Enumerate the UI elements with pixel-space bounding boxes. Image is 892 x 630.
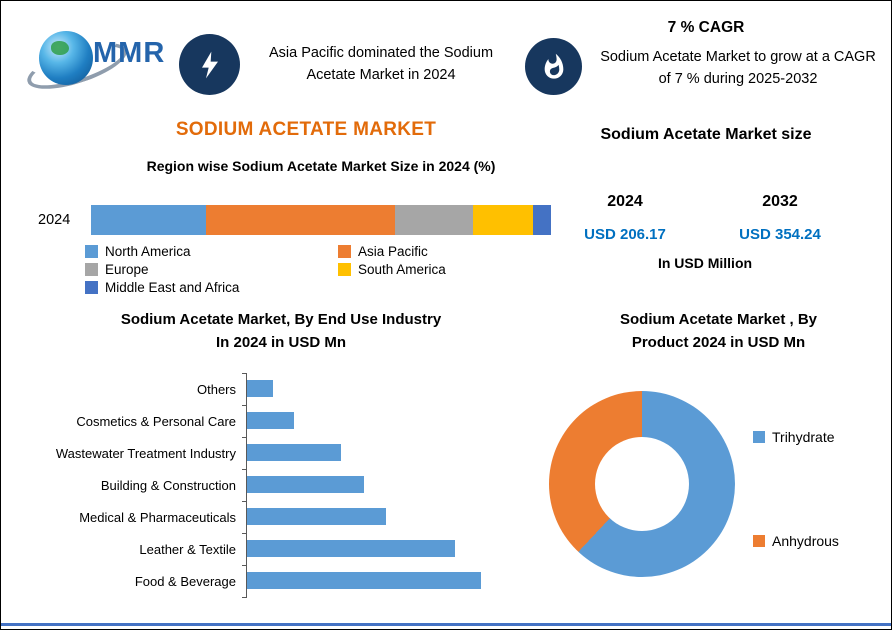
end-use-chart-title-line-1: Sodium Acetate Market, By End Use Indust…: [120, 311, 442, 328]
end-use-bar: [247, 380, 273, 397]
region-legend-item: South America: [338, 262, 555, 277]
region-segment-4: [472, 205, 533, 235]
legend-label: Anhydrous: [772, 533, 839, 549]
region-year-label: 2024: [38, 212, 71, 228]
product-legend: Trihydrate Anhydrous: [753, 429, 839, 549]
end-use-category-label: Leather & Textile: [139, 541, 236, 557]
end-use-row: Building & Construction: [11, 469, 519, 502]
mmr-logo: MMR: [22, 23, 189, 99]
product-legend-item: Trihydrate: [753, 429, 839, 445]
legend-swatch: [753, 431, 765, 443]
cagr-title: 7 % CAGR: [667, 19, 745, 36]
market-size-title: Sodium Acetate Market size: [600, 126, 812, 143]
headline-asia-pacific: Asia Pacific dominated the Sodium Acetat…: [268, 45, 494, 83]
end-use-bar-area: [242, 405, 519, 438]
end-use-category-label: Medical & Pharmaceuticals: [79, 509, 236, 525]
flame-badge: [525, 38, 582, 95]
end-use-bar-area: [242, 533, 519, 566]
market-size-year-2024: 2024: [607, 193, 643, 210]
region-stacked-bar: [91, 205, 551, 235]
end-use-bar-area: [242, 373, 519, 406]
legend-label: Europe: [105, 262, 149, 277]
region-legend-item: Middle East and Africa: [85, 280, 338, 295]
region-segment-1: [91, 205, 206, 235]
logo-text: MMR: [93, 37, 166, 69]
end-use-bar: [247, 572, 482, 589]
legend-swatch: [338, 245, 351, 258]
footer-accent-line: [1, 623, 891, 626]
legend-label: Asia Pacific: [358, 244, 428, 259]
region-segment-5: [532, 205, 551, 235]
end-use-bar-chart: Others Cosmetics & Personal Care Wastewate…: [11, 373, 519, 598]
end-use-category-label: Building & Construction: [100, 477, 236, 493]
legend-label: Trihydrate: [772, 429, 835, 445]
market-size-2024-column: 2024 USD 206.17: [550, 193, 700, 243]
region-segment-3: [394, 205, 473, 235]
legend-swatch: [85, 281, 98, 294]
legend-swatch: [85, 245, 98, 258]
region-chart-title: Region wise Sodium Acetate Market Size i…: [146, 158, 496, 174]
end-use-category-label: Food & Beverage: [134, 573, 236, 589]
end-use-bar-area: [242, 469, 519, 502]
end-use-bar: [247, 444, 341, 461]
region-segment-2: [206, 205, 395, 235]
market-size-value-2032: USD 354.24: [739, 226, 821, 243]
legend-label: Middle East and Africa: [105, 280, 240, 295]
end-use-bar: [247, 476, 364, 493]
end-use-bar: [247, 412, 294, 429]
region-legend-item: Asia Pacific: [338, 244, 555, 259]
legend-swatch: [85, 263, 98, 276]
flame-icon: [544, 53, 563, 79]
end-use-bar: [247, 508, 386, 525]
product-legend-item: Anhydrous: [753, 533, 839, 549]
end-use-chart-title: Sodium Acetate Market, By End Use Indust…: [51, 308, 511, 355]
product-donut-chart: [549, 391, 735, 577]
market-size-year-2032: 2032: [762, 193, 798, 210]
product-chart-title-line-2: Product 2024 in USD Mn: [631, 334, 806, 352]
headline-cagr-growth: Sodium Acetate Market to grow at a CAGR …: [600, 49, 876, 87]
market-size-unit: In USD Million: [657, 255, 753, 271]
legend-swatch: [753, 535, 765, 547]
end-use-row: Medical & Pharmaceuticals: [11, 501, 519, 534]
end-use-category-label: Cosmetics & Personal Care: [76, 413, 236, 429]
end-use-row: Wastewater Treatment Industry: [11, 437, 519, 470]
end-use-chart-title-line-2: In 2024 in USD Mn: [215, 334, 347, 352]
end-use-bar-area: [242, 437, 519, 470]
region-legend: North America Asia Pacific Europe South Ame…: [85, 244, 555, 295]
market-size-2032-column: 2032 USD 354.24: [705, 193, 855, 243]
end-use-category-label: Wastewater Treatment Industry: [55, 445, 236, 461]
legend-label: North America: [105, 244, 191, 259]
lightning-badge: [179, 34, 240, 95]
market-size-value-2024: USD 206.17: [584, 226, 666, 243]
product-chart-title-line-1: Sodium Acetate Market , By: [620, 311, 817, 328]
page-title: SODIUM ACETATE MARKET: [175, 119, 437, 140]
globe-icon: [39, 31, 93, 85]
end-use-bar-area: [242, 501, 519, 534]
donut-hole: [595, 437, 689, 531]
legend-swatch: [338, 263, 351, 276]
legend-label: South America: [358, 262, 446, 277]
end-use-category-label: Others: [196, 381, 236, 397]
end-use-row: Cosmetics & Personal Care: [11, 405, 519, 438]
region-legend-item: Europe: [85, 262, 338, 277]
end-use-bar-area: [242, 565, 519, 598]
region-legend-item: North America: [85, 244, 338, 259]
end-use-row: Leather & Textile: [11, 533, 519, 566]
end-use-bar: [247, 540, 456, 557]
lightning-icon: [201, 51, 218, 78]
product-chart-title: Sodium Acetate Market , By Product 2024 …: [561, 308, 876, 355]
end-use-row: Others: [11, 373, 519, 406]
end-use-row: Food & Beverage: [11, 565, 519, 598]
